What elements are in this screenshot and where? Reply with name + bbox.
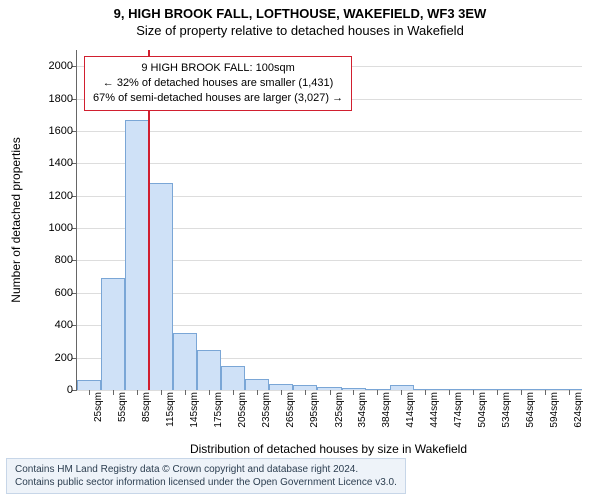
x-tick-mark	[113, 390, 114, 395]
attribution-line: Contains HM Land Registry data © Crown c…	[15, 463, 397, 476]
gridline	[77, 131, 582, 132]
x-tick-mark	[185, 390, 186, 395]
y-tick-label: 1400	[49, 157, 77, 169]
y-tick-label: 1600	[49, 125, 77, 137]
histogram-bar	[125, 120, 149, 390]
attribution-line: Contains public sector information licen…	[15, 476, 397, 489]
x-tick-mark	[281, 390, 282, 395]
x-tick-mark	[257, 390, 258, 395]
x-tick-mark	[569, 390, 570, 395]
y-tick-label: 2000	[49, 60, 77, 72]
x-tick-mark	[545, 390, 546, 395]
x-tick-label: 624sqm	[573, 390, 584, 428]
x-tick-label: 354sqm	[357, 390, 368, 428]
x-tick-label: 384sqm	[381, 390, 392, 428]
x-tick-mark	[473, 390, 474, 395]
x-tick-label: 414sqm	[405, 390, 416, 428]
histogram-bar	[221, 366, 245, 390]
x-axis-label: Distribution of detached houses by size …	[190, 442, 467, 456]
x-tick-label: 474sqm	[453, 390, 464, 428]
attribution-box: Contains HM Land Registry data © Crown c…	[6, 458, 406, 494]
histogram-bar	[101, 278, 125, 390]
histogram-bar	[245, 379, 269, 390]
property-info-box: 9 HIGH BROOK FALL: 100sqm ← 32% of detac…	[84, 56, 352, 111]
x-tick-mark	[305, 390, 306, 395]
histogram-bar	[149, 183, 173, 390]
histogram-bar	[197, 350, 221, 390]
x-tick-mark	[497, 390, 498, 395]
y-tick-label: 600	[55, 287, 77, 299]
x-tick-label: 85sqm	[141, 390, 152, 422]
x-tick-mark	[330, 390, 331, 395]
x-tick-mark	[161, 390, 162, 395]
x-tick-label: 504sqm	[477, 390, 488, 428]
gridline	[77, 163, 582, 164]
y-tick-label: 0	[67, 384, 77, 396]
y-tick-label: 1800	[49, 93, 77, 105]
page-title: 9, HIGH BROOK FALL, LOFTHOUSE, WAKEFIELD…	[0, 0, 600, 21]
y-tick-label: 200	[55, 352, 77, 364]
x-tick-label: 145sqm	[189, 390, 200, 428]
y-tick-label: 1000	[49, 222, 77, 234]
y-tick-label: 1200	[49, 190, 77, 202]
x-tick-mark	[209, 390, 210, 395]
x-tick-label: 295sqm	[309, 390, 320, 428]
histogram-bar	[77, 380, 101, 390]
info-box-line: ← 32% of detached houses are smaller (1,…	[93, 76, 343, 91]
y-tick-label: 400	[55, 319, 77, 331]
x-tick-label: 325sqm	[334, 390, 345, 428]
x-tick-mark	[137, 390, 138, 395]
x-tick-label: 265sqm	[285, 390, 296, 428]
info-box-line: 67% of semi-detached houses are larger (…	[93, 91, 343, 106]
x-tick-mark	[425, 390, 426, 395]
x-tick-label: 534sqm	[501, 390, 512, 428]
x-tick-mark	[401, 390, 402, 395]
x-tick-mark	[233, 390, 234, 395]
y-tick-label: 800	[55, 254, 77, 266]
x-tick-mark	[353, 390, 354, 395]
x-tick-mark	[89, 390, 90, 395]
x-tick-label: 25sqm	[93, 390, 104, 422]
x-tick-mark	[521, 390, 522, 395]
page-subtitle: Size of property relative to detached ho…	[0, 21, 600, 38]
x-tick-mark	[377, 390, 378, 395]
x-tick-label: 55sqm	[117, 390, 128, 422]
x-tick-mark	[449, 390, 450, 395]
x-tick-label: 444sqm	[429, 390, 440, 428]
x-tick-label: 175sqm	[213, 390, 224, 428]
x-tick-label: 235sqm	[261, 390, 272, 428]
histogram-bar	[173, 333, 197, 390]
x-tick-label: 115sqm	[165, 390, 176, 427]
x-tick-label: 564sqm	[525, 390, 536, 428]
x-tick-label: 594sqm	[549, 390, 560, 428]
info-box-line: 9 HIGH BROOK FALL: 100sqm	[93, 61, 343, 76]
x-tick-label: 205sqm	[237, 390, 248, 428]
y-axis-label: Number of detached properties	[9, 137, 23, 302]
